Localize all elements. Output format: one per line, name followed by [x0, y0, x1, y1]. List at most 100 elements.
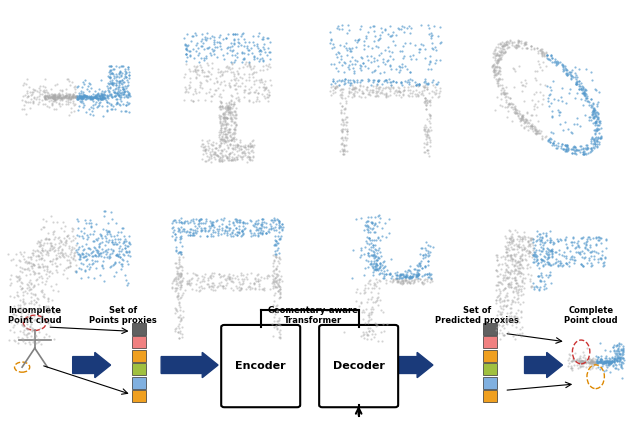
- Point: [577, 83, 587, 89]
- Point: [525, 241, 535, 248]
- Point: [492, 57, 502, 64]
- Point: [224, 81, 234, 88]
- Point: [181, 86, 191, 92]
- Point: [616, 346, 626, 353]
- Point: [570, 357, 580, 364]
- Point: [175, 318, 185, 325]
- Point: [514, 319, 525, 325]
- Point: [248, 74, 258, 81]
- Point: [107, 106, 118, 112]
- Point: [518, 235, 528, 242]
- Point: [497, 281, 507, 288]
- Point: [228, 145, 238, 152]
- Point: [338, 86, 348, 93]
- Point: [367, 303, 377, 310]
- Point: [614, 343, 624, 349]
- Point: [368, 306, 379, 312]
- Point: [328, 87, 338, 94]
- Point: [552, 236, 562, 243]
- Point: [52, 81, 62, 87]
- Point: [358, 89, 368, 96]
- Point: [402, 269, 412, 276]
- Point: [401, 272, 411, 279]
- Point: [587, 357, 597, 363]
- Point: [271, 238, 281, 245]
- Point: [406, 273, 416, 280]
- Point: [333, 49, 343, 55]
- Point: [369, 333, 379, 340]
- Point: [240, 89, 250, 95]
- Point: [76, 99, 86, 106]
- Point: [578, 360, 588, 367]
- Point: [490, 63, 500, 70]
- Point: [339, 106, 349, 113]
- Text: Set of
Predicted proxies: Set of Predicted proxies: [435, 306, 519, 325]
- Point: [46, 94, 56, 100]
- Bar: [483, 390, 497, 402]
- Point: [34, 95, 44, 102]
- Point: [384, 62, 394, 69]
- Point: [505, 235, 515, 242]
- Point: [245, 64, 255, 71]
- Point: [379, 273, 389, 280]
- Point: [274, 254, 284, 261]
- Point: [379, 263, 389, 270]
- Point: [489, 69, 499, 76]
- Point: [50, 260, 60, 267]
- Point: [226, 118, 236, 125]
- Point: [526, 46, 536, 52]
- Point: [573, 364, 583, 371]
- Point: [380, 262, 390, 269]
- Point: [344, 26, 354, 33]
- Point: [494, 47, 504, 54]
- Point: [172, 293, 182, 300]
- Point: [191, 90, 201, 97]
- Point: [209, 219, 219, 226]
- Point: [223, 138, 233, 145]
- Point: [490, 47, 501, 54]
- Point: [336, 95, 346, 101]
- Point: [89, 244, 99, 251]
- Point: [178, 308, 188, 315]
- Point: [329, 43, 339, 50]
- Point: [520, 38, 530, 45]
- Point: [111, 63, 121, 70]
- Point: [124, 99, 134, 106]
- Point: [83, 273, 93, 280]
- Point: [224, 108, 234, 115]
- Point: [339, 110, 349, 117]
- Point: [373, 235, 383, 242]
- Point: [430, 91, 440, 97]
- Point: [215, 80, 225, 87]
- Point: [588, 358, 599, 365]
- Point: [92, 249, 102, 255]
- Point: [265, 63, 275, 70]
- Point: [184, 66, 194, 73]
- Point: [366, 219, 376, 226]
- Point: [265, 49, 276, 56]
- Point: [527, 121, 537, 128]
- Point: [123, 88, 133, 95]
- Point: [270, 217, 280, 224]
- Point: [58, 241, 68, 248]
- Point: [588, 359, 598, 366]
- Point: [345, 48, 355, 54]
- Point: [32, 94, 42, 100]
- Point: [48, 219, 58, 226]
- Point: [237, 30, 247, 37]
- Point: [514, 253, 525, 260]
- Point: [105, 254, 115, 260]
- Point: [190, 88, 200, 95]
- Point: [21, 272, 32, 279]
- Point: [405, 39, 415, 46]
- Point: [571, 71, 581, 78]
- Point: [89, 227, 99, 234]
- Point: [497, 298, 507, 304]
- Point: [96, 96, 106, 103]
- Point: [413, 81, 423, 88]
- Point: [510, 106, 520, 113]
- Point: [190, 271, 200, 278]
- Point: [230, 111, 240, 118]
- Point: [615, 357, 625, 364]
- Point: [535, 46, 545, 53]
